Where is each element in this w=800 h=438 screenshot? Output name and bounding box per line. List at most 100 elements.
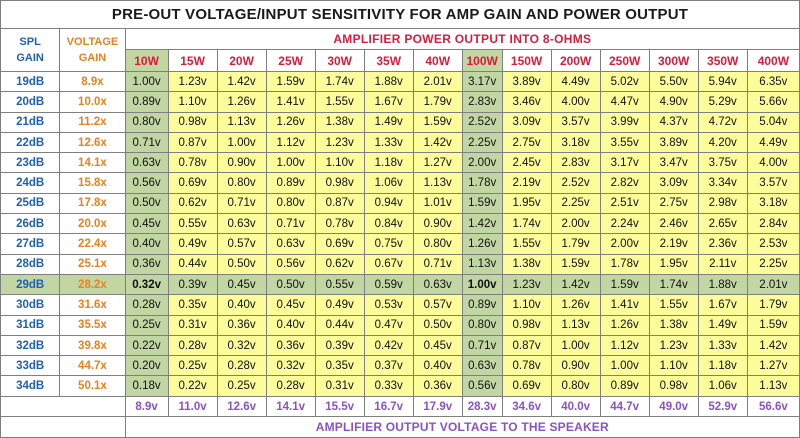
- voltage-cell: 1.27v: [746, 355, 800, 377]
- voltage-cell: 1.59v: [265, 70, 316, 93]
- voltage-cell: 0.25v: [167, 355, 218, 377]
- footer-blank: [0, 416, 126, 438]
- voltage-cell: 0.50v: [412, 314, 463, 336]
- output-voltage-cell: 15.5v: [314, 395, 365, 418]
- voltage-gain-header-line2: GAIN: [78, 52, 107, 64]
- watt-header-cell: 150W: [501, 49, 552, 72]
- voltage-cell: 3.17v: [461, 70, 503, 93]
- voltage-cell: 0.32v: [124, 273, 169, 296]
- voltage-cell: 2.46v: [648, 213, 699, 235]
- voltage-cell: 6.35v: [746, 70, 800, 93]
- spl-gain-cell: 32dB: [0, 334, 61, 357]
- voltage-cell: 1.95v: [501, 192, 552, 215]
- voltage-cell: 0.33v: [363, 375, 414, 397]
- voltage-cell: 2.24v: [599, 213, 650, 235]
- voltage-cell: 1.78v: [461, 172, 503, 194]
- output-voltage-row: 8.9v 11.0v 12.6v 14.1v 15.5v 16.7v 17.9v 28.3v 3…: [0, 395, 800, 418]
- voltage-cell: 0.90v: [550, 355, 601, 377]
- voltage-cell: 1.01v: [412, 192, 463, 215]
- voltage-gain-cell: 39.8x: [59, 334, 126, 357]
- voltage-cell: 0.40v: [124, 233, 169, 255]
- watt-header-cell: 300W: [648, 49, 699, 72]
- spl-gain-header: SPL GAIN: [0, 28, 61, 72]
- watt-header-cell: 200W: [550, 49, 601, 72]
- output-voltage-cell: 56.6v: [746, 395, 800, 418]
- voltage-cell: 1.55v: [501, 233, 552, 255]
- voltage-gain-cell: 20.0x: [59, 213, 126, 235]
- voltage-gain-cell: 11.2x: [59, 111, 126, 133]
- output-voltage-cell: 52.9v: [697, 395, 748, 418]
- voltage-cell: 0.55v: [167, 213, 218, 235]
- spl-gain-cell: 20dB: [0, 91, 61, 113]
- voltage-cell: 2.75v: [648, 192, 699, 215]
- voltage-cell: 0.62v: [314, 253, 365, 275]
- voltage-cell: 4.00v: [550, 91, 601, 113]
- output-voltage-cell: 12.6v: [216, 395, 267, 418]
- voltage-cell: 0.22v: [124, 334, 169, 357]
- voltage-cell: 0.40v: [265, 314, 316, 336]
- page-title: PRE-OUT VOLTAGE/INPUT SENSITIVITY FOR AM…: [0, 0, 800, 29]
- voltage-cell: 1.00v: [599, 355, 650, 377]
- voltage-cell: 0.75v: [363, 233, 414, 255]
- voltage-cell: 0.87v: [167, 131, 218, 154]
- voltage-cell: 5.29v: [697, 91, 748, 113]
- voltage-cell: 0.63v: [461, 355, 503, 377]
- voltage-cell: 1.10v: [501, 294, 552, 316]
- voltage-cell: 0.42v: [363, 334, 414, 357]
- voltage-cell: 5.94v: [697, 70, 748, 93]
- voltage-cell: 5.04v: [746, 111, 800, 133]
- table-row: 30dB 31.6x 0.28v 0.35v 0.40v 0.45v 0.49v 0.53v 0…: [0, 294, 800, 316]
- voltage-cell: 0.49v: [314, 294, 365, 316]
- voltage-cell: 0.78v: [314, 213, 365, 235]
- output-voltage-cell: 11.0v: [167, 395, 218, 418]
- table-row: 31dB 35.5x 0.25v 0.31v 0.36v 0.40v 0.44v 0.47v 0…: [0, 314, 800, 336]
- voltage-cell: 3.34v: [697, 172, 748, 194]
- voltage-cell: 0.56v: [124, 172, 169, 194]
- watt-header-cell: 15W: [167, 49, 218, 72]
- voltage-cell: 0.28v: [124, 294, 169, 316]
- voltage-cell: 0.63v: [216, 213, 267, 235]
- spl-gain-cell: 34dB: [0, 375, 61, 397]
- voltage-cell: 1.74v: [314, 70, 365, 93]
- voltage-cell: 2.83v: [461, 91, 503, 113]
- voltage-cell: 0.90v: [412, 213, 463, 235]
- voltage-cell: 0.39v: [314, 334, 365, 357]
- output-voltage-cell: 40.0v: [550, 395, 601, 418]
- voltage-gain-cell: 14.1x: [59, 152, 126, 174]
- voltage-cell: 1.33v: [363, 131, 414, 154]
- voltage-gain-cell: 22.4x: [59, 233, 126, 255]
- table-row: 19dB 8.9x 1.00v 1.23v 1.42v 1.59v 1.74v 1.88v 2.…: [0, 70, 800, 93]
- voltage-gain-cell: 50.1x: [59, 375, 126, 397]
- table-row: 20dB 10.0x 0.89v 1.10v 1.26v 1.41v 1.55v 1.67v 1…: [0, 91, 800, 113]
- voltage-cell: 0.63v: [265, 233, 316, 255]
- voltage-cell: 2.00v: [599, 233, 650, 255]
- voltage-gain-cell: 15.8x: [59, 172, 126, 194]
- voltage-cell: 0.47v: [363, 314, 414, 336]
- voltage-cell: 0.56v: [265, 253, 316, 275]
- voltage-gain-cell: 31.6x: [59, 294, 126, 316]
- voltage-cell: 0.50v: [124, 192, 169, 215]
- voltage-cell: 1.74v: [501, 213, 552, 235]
- watt-header-cell: 30W: [314, 49, 365, 72]
- voltage-cell: 0.37v: [363, 355, 414, 377]
- voltage-cell: 4.49v: [746, 131, 800, 154]
- voltage-cell: 1.13v: [412, 172, 463, 194]
- voltage-cell: 1.26v: [265, 111, 316, 133]
- voltage-cell: 2.45v: [501, 152, 552, 174]
- voltage-cell: 2.00v: [461, 152, 503, 174]
- voltage-cell: 1.10v: [314, 152, 365, 174]
- voltage-cell: 0.89v: [461, 294, 503, 316]
- voltage-cell: 1.59v: [599, 273, 650, 296]
- voltage-cell: 1.78v: [599, 253, 650, 275]
- voltage-cell: 1.49v: [363, 111, 414, 133]
- watt-header-cell: 250W: [599, 49, 650, 72]
- voltage-cell: 1.59v: [746, 314, 800, 336]
- voltage-cell: 1.88v: [697, 273, 748, 296]
- voltage-cell: 0.89v: [599, 375, 650, 397]
- voltage-cell: 5.02v: [599, 70, 650, 93]
- voltage-cell: 3.99v: [599, 111, 650, 133]
- voltage-cell: 2.11v: [697, 253, 748, 275]
- voltage-cell: 1.79v: [412, 91, 463, 113]
- output-voltage-cell: 49.0v: [648, 395, 699, 418]
- voltage-cell: 4.49v: [550, 70, 601, 93]
